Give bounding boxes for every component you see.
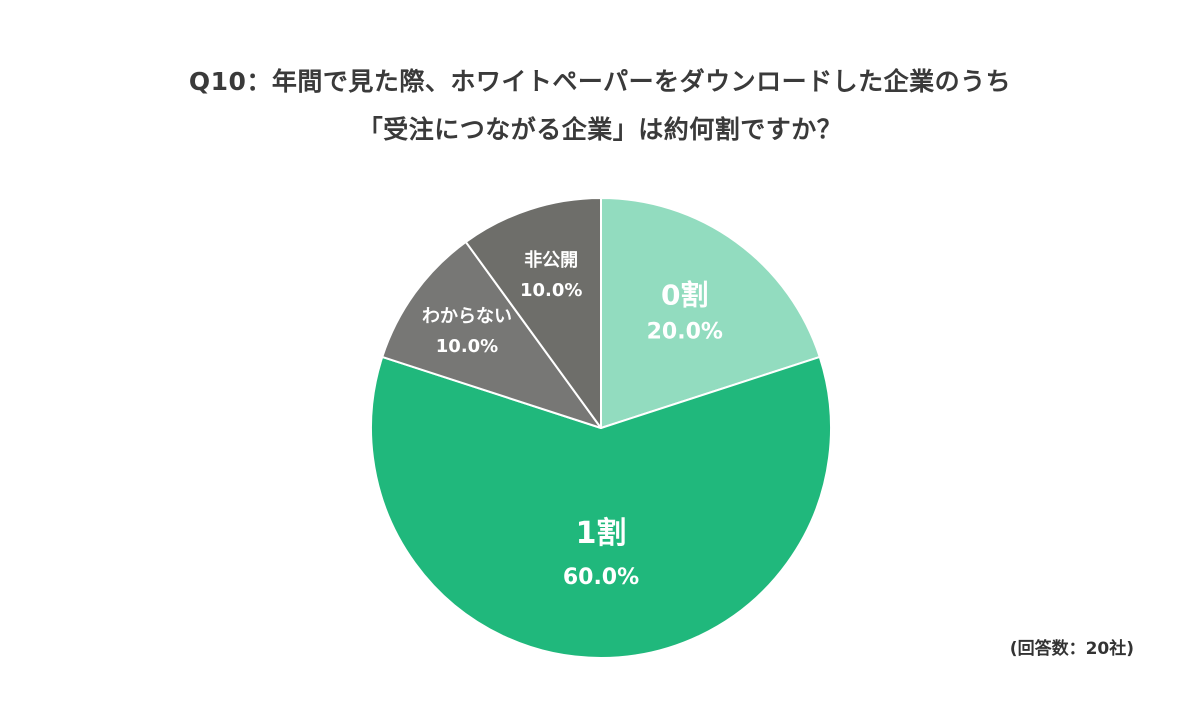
- slice-value-label-0: 20.0%: [647, 319, 723, 344]
- slice-label-3: 非公開: [524, 249, 578, 271]
- slice-value-label-2: 10.0%: [436, 336, 498, 357]
- slice-label-2: わからない: [422, 306, 512, 327]
- slice-label-1: 1割: [576, 516, 627, 551]
- pie-slices: [370, 197, 832, 659]
- pie-slice-2: [381, 240, 602, 429]
- slice-value-label-1: 60.0%: [563, 565, 639, 590]
- pie-slice-1: [370, 355, 832, 659]
- slice-label-0: 0割: [661, 278, 708, 311]
- pie-labels: 0割 20.0% 1割 60.0% わからない 10.0% 非公開 10.0%: [422, 249, 723, 590]
- pie-slice-0: [600, 197, 821, 429]
- pie-slice-3: [464, 197, 602, 429]
- chart-title-line-2: 「受注につながる企業」は約何割ですか？: [357, 115, 843, 144]
- slice-value-label-3: 10.0%: [520, 280, 582, 301]
- chart-title-line-1: Q10：年間で見た際、ホワイトペーパーをダウンロードした企業のうち: [188, 67, 1012, 96]
- response-count-note: (回答数：20社): [1009, 639, 1134, 659]
